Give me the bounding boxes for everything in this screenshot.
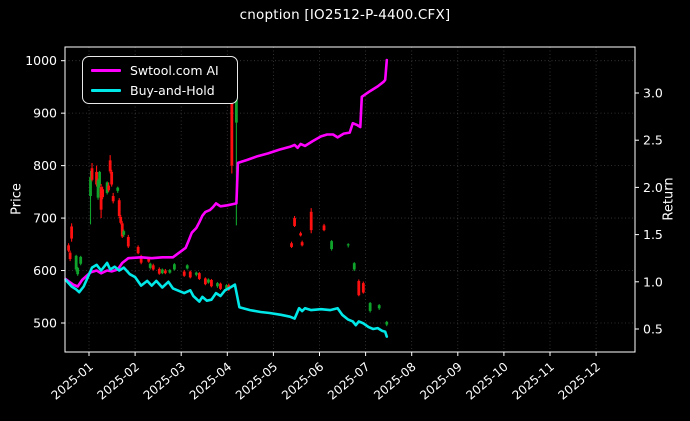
y-tick-label: 600 [33, 263, 57, 278]
candle-body [147, 258, 151, 262]
candle-body [352, 263, 356, 270]
candle-body [110, 171, 114, 185]
candle-body [99, 187, 103, 210]
candle-body [90, 168, 94, 180]
bh-line-swatch [91, 88, 121, 92]
candle-body [76, 267, 80, 275]
candle-body [293, 218, 296, 226]
legend-item-bh: Buy-and-Hold [91, 83, 227, 98]
candle-body [168, 270, 172, 273]
candle-body [101, 189, 105, 198]
candle-body [96, 180, 100, 198]
candle-body [361, 283, 365, 293]
candle-body [207, 279, 210, 283]
candle-body [377, 305, 381, 309]
y-tick-label: 500 [33, 315, 57, 330]
candle-body [368, 303, 372, 311]
candle-body [89, 177, 92, 197]
legend-item-ai: Swtool.com AI [91, 63, 227, 78]
legend-label-bh: Buy-and-Hold [130, 82, 215, 98]
candle-body [194, 272, 198, 275]
candle-body [74, 255, 78, 270]
y2-tick-label: 1.5 [643, 227, 663, 242]
candle-body [163, 270, 167, 274]
candle-body [126, 236, 130, 247]
candle-body [120, 223, 124, 237]
candle-body [70, 226, 74, 239]
legend-label-ai: Swtool.com AI [130, 62, 219, 78]
y2-tick-label: 1.0 [643, 274, 663, 289]
candle-body [119, 217, 123, 223]
candle-body [219, 283, 222, 289]
y-tick-label: 800 [33, 158, 57, 173]
candle-body [330, 241, 333, 250]
candle-body [157, 268, 161, 274]
candle-body [188, 271, 192, 278]
plot-border [64, 46, 636, 353]
candle-body [322, 225, 326, 231]
candle-body [172, 264, 176, 270]
bh-line [64, 261, 389, 338]
candle-body [117, 200, 121, 216]
candle-body [385, 321, 389, 325]
y2-tick-label: 2.0 [643, 180, 663, 195]
candle-body [136, 246, 140, 254]
candle-body [68, 252, 72, 259]
candle-body [151, 265, 155, 270]
candle-body [216, 283, 219, 287]
candle-body [139, 256, 143, 263]
candle-body [299, 233, 303, 236]
right-axis-label: Return [661, 177, 677, 221]
y2-tick-label: 2.5 [643, 133, 663, 148]
candle-body [203, 278, 207, 285]
candle-body [67, 245, 70, 251]
candle-body [111, 196, 115, 202]
candle-body [148, 263, 152, 268]
candle-body [230, 65, 234, 166]
candle-body [105, 182, 109, 193]
candle-body [290, 243, 293, 247]
chart-title: cnoption [IO2512-P-4400.CFX] [239, 7, 451, 23]
candle-body [357, 281, 361, 296]
y-tick-label: 700 [33, 211, 57, 226]
candle-body [300, 242, 304, 246]
candle-body [122, 231, 126, 235]
left-axis-label: Price [9, 183, 25, 215]
candle-body [182, 271, 186, 276]
y2-tick-label: 3.0 [643, 86, 663, 101]
ai-line-swatch [91, 68, 121, 72]
candle-body [346, 244, 350, 246]
candle-body [160, 269, 164, 274]
candle-body [108, 160, 112, 172]
candle-body [225, 285, 228, 289]
candle-body [309, 211, 313, 231]
y-tick-label: 1000 [25, 53, 57, 68]
candle-body [197, 273, 201, 279]
y-tick-label: 900 [33, 106, 57, 121]
candle-body [98, 171, 101, 186]
candle-body [95, 171, 98, 185]
candle-body [210, 279, 213, 287]
candle-body [79, 256, 83, 264]
candle-body [185, 265, 189, 269]
y2-tick-label: 0.5 [643, 322, 663, 337]
candle-body [107, 185, 111, 191]
candle-body [116, 187, 120, 191]
chart-legend: Swtool.com AI Buy-and-Hold [82, 56, 238, 104]
